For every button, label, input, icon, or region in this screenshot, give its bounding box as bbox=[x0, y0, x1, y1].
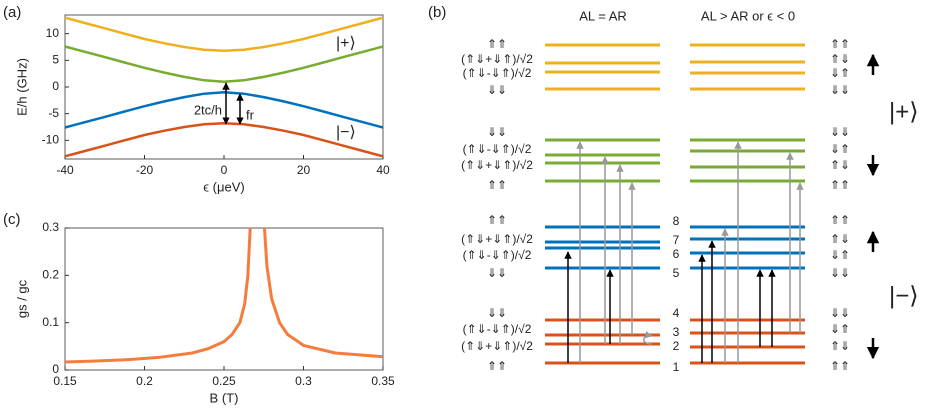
state-label: ⇓⇓ bbox=[487, 83, 507, 97]
data-line bbox=[64, 227, 384, 364]
x-tick-label: 0.35 bbox=[371, 374, 395, 388]
y-tick-label: 0 bbox=[52, 362, 59, 376]
state-label: ⇓⇑ bbox=[830, 322, 850, 336]
data-line bbox=[64, 45, 384, 83]
x-tick-label: 0.2 bbox=[136, 374, 153, 388]
data-line bbox=[64, 16, 384, 52]
column-header: AL > AR or ϵ < 0 bbox=[701, 8, 795, 23]
state-label: ⇓⇑ bbox=[830, 142, 850, 156]
level-number: 2 bbox=[673, 339, 680, 353]
state-label: ⇑⇑ bbox=[830, 37, 850, 51]
level-number: 1 bbox=[673, 360, 680, 374]
state-label: (⇑⇓+⇓⇑)/√2 bbox=[461, 232, 533, 246]
x-tick-label: -40 bbox=[56, 163, 74, 177]
x-axis-label: ϵ (μeV) bbox=[203, 179, 244, 194]
level-number: 8 bbox=[673, 214, 680, 228]
y-axis-label: E/h (GHz) bbox=[14, 58, 29, 116]
state-label: ⇓⇓ bbox=[487, 125, 507, 139]
state-label: ⇓⇓ bbox=[830, 266, 850, 280]
state-label: ⇓⇓ bbox=[487, 306, 507, 320]
panel-label: (c) bbox=[3, 211, 21, 228]
state-label: ⇑⇑ bbox=[487, 178, 507, 192]
x-tick-label: 40 bbox=[376, 163, 390, 177]
y-tick-label: -5 bbox=[48, 106, 59, 120]
state-label: (⇑⇓+⇓⇑)/√2 bbox=[461, 339, 533, 353]
state-symbol: |+⟩ bbox=[889, 98, 919, 125]
state-label: ⇑⇑ bbox=[830, 359, 850, 373]
y-tick-label: 0.2 bbox=[42, 268, 59, 282]
state-label: ⇓⇓ bbox=[830, 125, 850, 139]
state-label: (⇑⇓+⇓⇑)/√2 bbox=[461, 52, 533, 66]
state-label: ⇓⇓ bbox=[830, 306, 850, 320]
state-label: (⇑⇓-⇓⇑)/√2 bbox=[463, 66, 532, 80]
annotation: fr bbox=[246, 107, 255, 122]
panel-label: (a) bbox=[3, 4, 21, 21]
state-label: ⇑⇓ bbox=[830, 52, 850, 66]
panel-label: (b) bbox=[428, 4, 446, 21]
y-tick-label: 5 bbox=[52, 53, 59, 67]
state-label: ⇑⇑ bbox=[830, 213, 850, 227]
annotation: |+⟩ bbox=[336, 35, 356, 52]
y-tick-label: 0 bbox=[52, 79, 59, 93]
state-label: ⇑⇑ bbox=[487, 359, 507, 373]
level-number: 4 bbox=[673, 306, 680, 320]
state-label: ⇓⇑ bbox=[830, 66, 850, 80]
annotation: 2tc/h bbox=[194, 102, 222, 117]
x-tick-label: 0.3 bbox=[295, 374, 312, 388]
x-tick-label: 0.15 bbox=[53, 374, 77, 388]
state-label: ⇑⇓ bbox=[830, 232, 850, 246]
level-number: 6 bbox=[673, 247, 680, 261]
state-label: (⇑⇓+⇓⇑)/√2 bbox=[461, 158, 533, 172]
plot-frame bbox=[64, 227, 384, 371]
x-tick-label: 0.25 bbox=[212, 374, 236, 388]
state-label: ⇑⇓ bbox=[830, 158, 850, 172]
state-label: ⇓⇓ bbox=[487, 266, 507, 280]
x-tick-label: 20 bbox=[297, 163, 311, 177]
state-label: ⇑⇑ bbox=[487, 37, 507, 51]
level-number: 3 bbox=[673, 325, 680, 339]
x-axis-label: B (T) bbox=[210, 390, 239, 405]
state-label: (⇑⇓-⇓⇑)/√2 bbox=[463, 248, 532, 262]
state-label: ⇑⇓ bbox=[830, 339, 850, 353]
y-tick-label: 0.3 bbox=[42, 220, 59, 234]
state-label: ⇓⇑ bbox=[830, 248, 850, 262]
y-tick-label: 10 bbox=[46, 26, 60, 40]
state-label: (⇑⇓-⇓⇑)/√2 bbox=[463, 322, 532, 336]
state-symbol: |−⟩ bbox=[889, 282, 919, 309]
y-axis-label: gs / gc bbox=[14, 279, 29, 318]
level-number: 5 bbox=[673, 266, 680, 280]
y-tick-label: -10 bbox=[42, 133, 60, 147]
y-tick-label: 0.1 bbox=[42, 315, 59, 329]
x-tick-label: -20 bbox=[136, 163, 154, 177]
state-label: (⇑⇓-⇓⇑)/√2 bbox=[463, 142, 532, 156]
loop-arrow bbox=[643, 331, 653, 345]
level-number: 7 bbox=[673, 233, 680, 247]
annotation: |−⟩ bbox=[336, 124, 356, 141]
x-tick-label: 0 bbox=[221, 163, 228, 177]
state-label: ⇑⇑ bbox=[487, 213, 507, 227]
state-label: ⇓⇓ bbox=[830, 83, 850, 97]
column-header: AL = AR bbox=[579, 8, 627, 23]
state-label: ⇑⇑ bbox=[830, 178, 850, 192]
